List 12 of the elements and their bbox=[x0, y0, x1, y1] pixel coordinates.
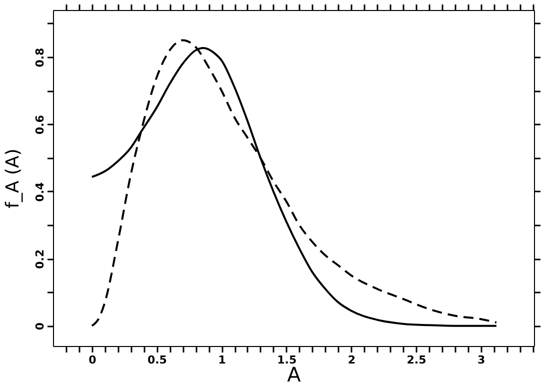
x-tick-label: 0.5 bbox=[147, 354, 167, 366]
y-tick-label: 0.6 bbox=[34, 114, 46, 134]
x-tick-label: 3 bbox=[478, 354, 486, 366]
y-tick-label: 0.2 bbox=[34, 249, 46, 269]
y-axis-title: f_A (A) bbox=[2, 148, 24, 208]
y-tick-label: 0 bbox=[34, 322, 46, 330]
y-tick-label: 0.4 bbox=[34, 182, 46, 202]
x-tick-label: 2 bbox=[348, 354, 356, 366]
x-tick-label: 1 bbox=[218, 354, 226, 366]
y-tick-label: 0.8 bbox=[34, 48, 46, 68]
x-tick-label: 0 bbox=[88, 354, 97, 366]
x-tick-label: 2.5 bbox=[406, 354, 426, 366]
